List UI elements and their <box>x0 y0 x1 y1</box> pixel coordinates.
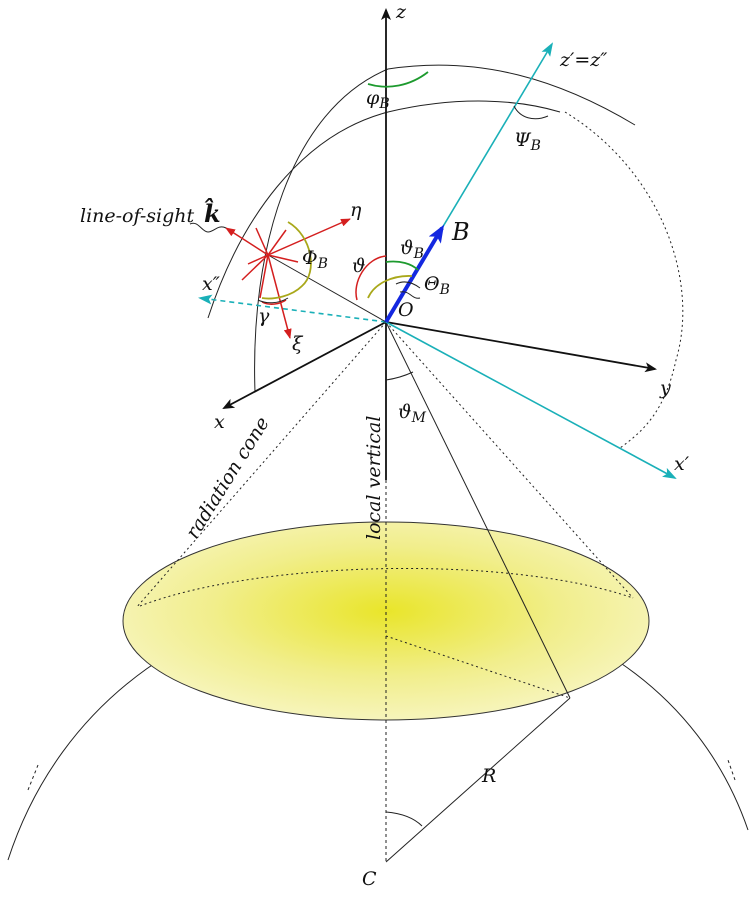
cone-right-solid-edge <box>385 321 571 699</box>
z-prime-axis-label: z′=z″ <box>559 49 607 71</box>
phi-B-arc <box>367 71 429 88</box>
sun-surface-arc-gap-right <box>727 759 736 781</box>
k-hat-label: k̂ <box>204 198 221 228</box>
Theta-B-leader <box>395 281 421 289</box>
Theta-B-label: ΘB <box>424 273 450 298</box>
theta-M-arc <box>385 371 414 381</box>
Phi-B-arc <box>261 221 312 300</box>
frame-line-5 <box>267 254 299 263</box>
frame-line-2 <box>241 254 269 281</box>
x-axis-label: x <box>214 411 225 433</box>
C-label: C <box>362 868 377 890</box>
theta-B-arc <box>385 260 419 271</box>
Theta-B-arc <box>367 275 413 299</box>
local-vertical-label: local vertical <box>363 416 385 540</box>
theta-B-label: ϑB <box>400 237 424 262</box>
disk-back-edge <box>139 567 634 607</box>
eta-vector <box>267 218 351 256</box>
line-of-sight-frame <box>225 218 351 339</box>
x-double-prime-label: x″ <box>202 273 220 295</box>
x-prime-axis <box>385 321 677 479</box>
meridian-arc-outer <box>254 64 636 393</box>
frame-line-3 <box>255 227 269 256</box>
sphere-right-dotted-arc <box>564 111 684 449</box>
sun-surface-arc-gap-left <box>27 764 39 791</box>
Psi-B-arc <box>513 105 549 120</box>
Theta-B-squiggle <box>399 291 421 299</box>
k-hat-vector <box>225 227 269 256</box>
frame-line-4 <box>247 254 269 265</box>
radiation-cone-label: radiation cone <box>182 413 274 543</box>
y-axis <box>385 321 657 373</box>
gamma-arc <box>261 299 287 305</box>
B-vector-label: B <box>451 218 470 246</box>
z-axis-label: z <box>395 1 407 23</box>
theta-label: ϑ <box>352 255 366 277</box>
gamma-label: γ <box>258 305 270 327</box>
Psi-B-label: ΨB <box>514 129 541 154</box>
x-prime-axis-label: x′ <box>674 453 690 475</box>
radiation-cone-right-edge <box>385 321 634 599</box>
phi-B-label: φB <box>366 87 390 112</box>
center-angle-arc <box>385 811 423 827</box>
xi-label: ξ <box>292 333 304 355</box>
line-of-sight-label: line-of-sight <box>80 205 194 227</box>
eta-label: η <box>350 199 362 221</box>
disk-radius-line <box>385 635 571 699</box>
R-label: R <box>481 765 496 787</box>
theta-arc <box>355 255 387 301</box>
los-to-origin-line <box>267 254 387 323</box>
origin-label: O <box>398 299 414 321</box>
y-axis-label: y <box>659 377 671 399</box>
theta-M-label: ϑM <box>398 401 427 426</box>
R-line <box>385 697 571 863</box>
Phi-B-label: ΦB <box>302 247 328 272</box>
frame-line-1 <box>267 229 287 256</box>
frame-line-6 <box>259 254 269 299</box>
x-axis <box>222 321 387 409</box>
line-of-sight-squiggle <box>189 222 227 233</box>
x-double-prime-axis <box>198 294 387 323</box>
radiation-cone-left-edge <box>135 321 387 609</box>
B-vector <box>384 224 445 324</box>
gamma-arc-black <box>257 297 289 304</box>
meridian-arc-inner <box>207 100 561 319</box>
